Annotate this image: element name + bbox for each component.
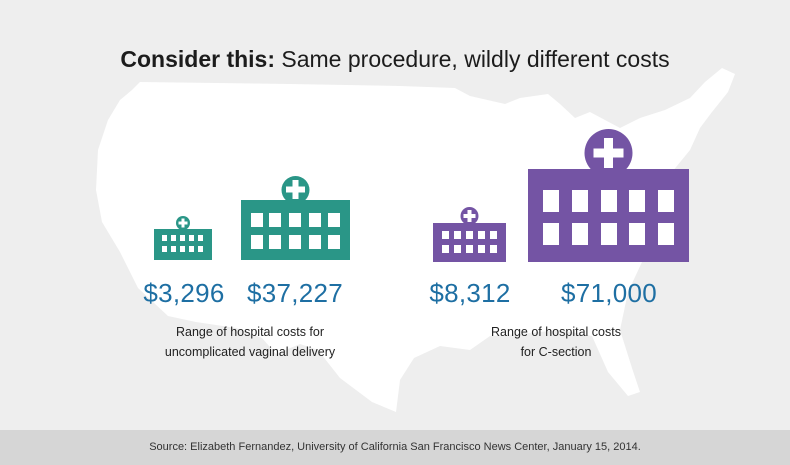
price-high-csection: $71,000 bbox=[560, 278, 658, 308]
us-map-icon bbox=[96, 68, 735, 412]
caption-vaginal-line1: Range of hospital costs for bbox=[176, 325, 324, 339]
hospital-icon-small-teal bbox=[154, 216, 212, 260]
page-title: Consider this: Same procedure, wildly di… bbox=[0, 46, 790, 73]
title-bold: Consider this: bbox=[120, 46, 275, 72]
price-low-vaginal: $3,296 bbox=[143, 278, 225, 308]
hospital-icon-small-purple bbox=[433, 207, 506, 262]
caption-csection: Range of hospital costs for C-section bbox=[426, 322, 686, 362]
caption-vaginal: Range of hospital costs for uncomplicate… bbox=[120, 322, 380, 362]
title-rest: Same procedure, wildly different costs bbox=[281, 46, 670, 72]
hospital-icon-large-teal bbox=[241, 176, 350, 260]
hospital-icon-large-purple bbox=[528, 129, 689, 262]
caption-csection-line2: for C-section bbox=[520, 345, 592, 359]
price-high-vaginal: $37,227 bbox=[246, 278, 344, 308]
price-low-csection: $8,312 bbox=[429, 278, 511, 308]
caption-vaginal-line2: uncomplicated vaginal delivery bbox=[164, 345, 336, 359]
caption-csection-line1: Range of hospital costs bbox=[491, 325, 621, 339]
source-footer: Source: Elizabeth Fernandez, University … bbox=[0, 430, 790, 465]
